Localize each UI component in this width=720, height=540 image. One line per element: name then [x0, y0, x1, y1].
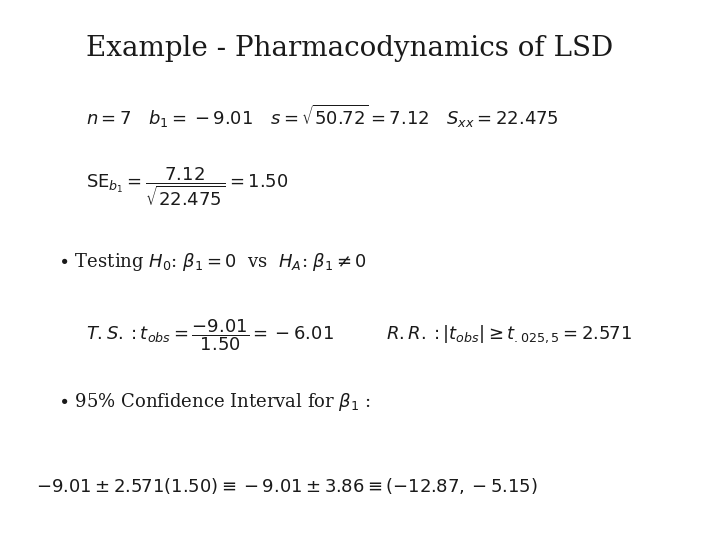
Text: $n=7 \quad b_1=-9.01 \quad s=\sqrt{50.72}=7.12 \quad S_{xx}=22.475$: $n=7 \quad b_1=-9.01 \quad s=\sqrt{50.72… [86, 103, 559, 130]
Text: $-9.01\pm 2.571(1.50)\equiv -9.01\pm 3.86\equiv(-12.87,-5.15)$: $-9.01\pm 2.571(1.50)\equiv -9.01\pm 3.8… [36, 476, 538, 496]
Text: $T.S.: t_{obs}=\dfrac{-9.01}{1.50}=-6.01 \qquad\quad R.R.:|t_{obs}|\geq t_{.025,: $T.S.: t_{obs}=\dfrac{-9.01}{1.50}=-6.01… [86, 317, 632, 353]
Text: Example - Pharmacodynamics of LSD: Example - Pharmacodynamics of LSD [86, 35, 613, 62]
Text: $\bullet$ Testing $H_0$: $\beta_1=0$  vs  $H_A$: $\beta_1\neq 0$: $\bullet$ Testing $H_0$: $\beta_1=0$ vs … [58, 251, 366, 273]
Text: $\mathrm{SE}_{b_1}=\dfrac{7.12}{\sqrt{22.475}}=1.50$: $\mathrm{SE}_{b_1}=\dfrac{7.12}{\sqrt{22… [86, 165, 289, 208]
Text: $\bullet$ 95% Confidence Interval for $\beta_1$ :: $\bullet$ 95% Confidence Interval for $\… [58, 392, 371, 413]
